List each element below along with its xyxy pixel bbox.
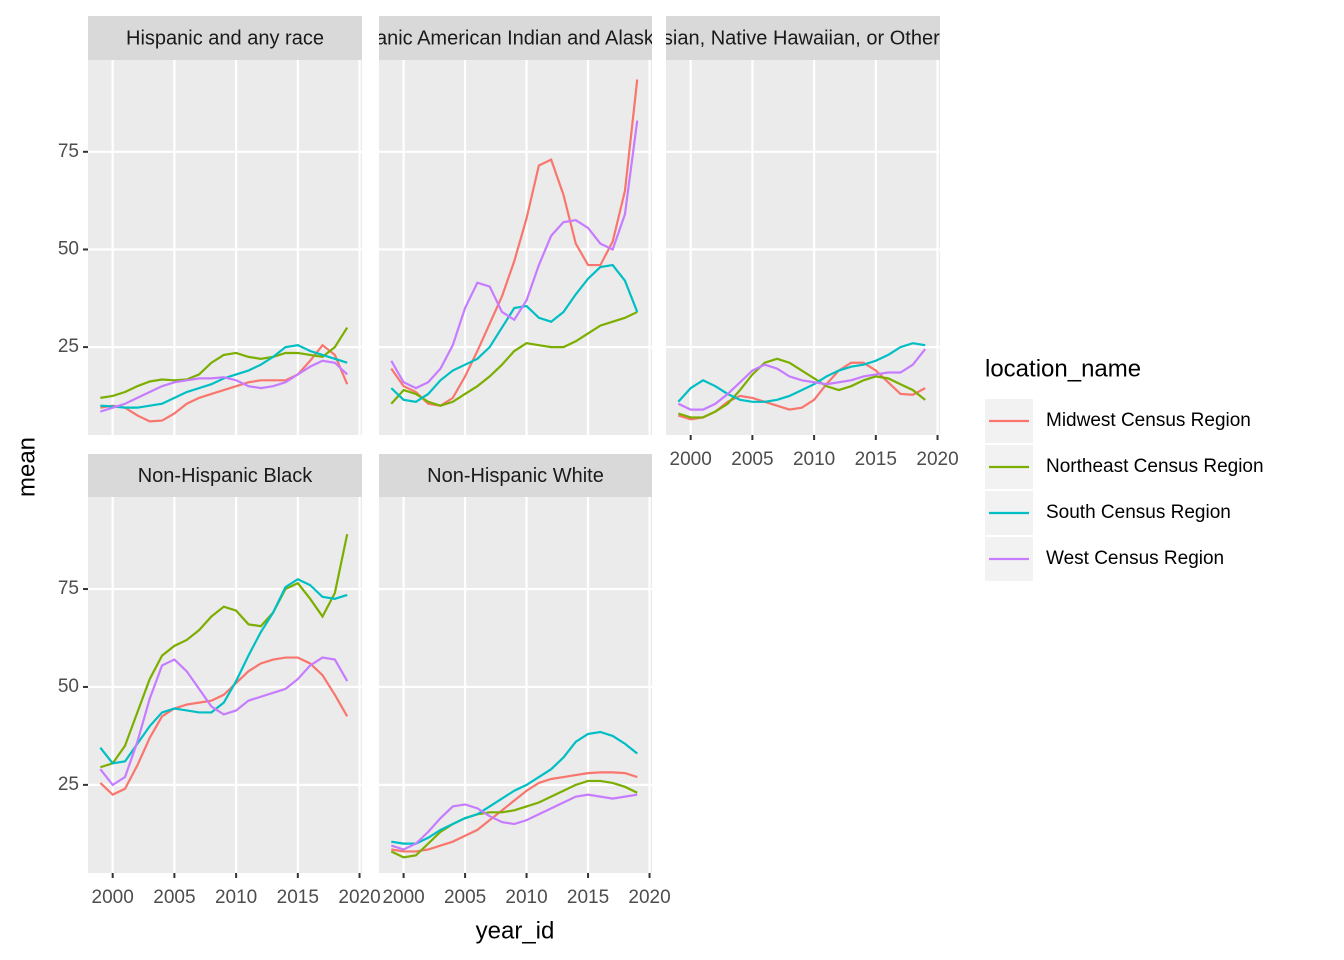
x-tick-label: 2010 <box>215 887 257 908</box>
panel-background <box>666 60 940 435</box>
panel-background <box>88 60 362 435</box>
strip-background <box>379 454 652 497</box>
legend-label: Northeast Census Region <box>1046 456 1264 477</box>
series-line <box>391 771 638 853</box>
strip-title: Non-Hispanic Black <box>138 465 314 487</box>
y-tick-label: 50 <box>58 238 79 259</box>
y-tick-label: 25 <box>58 336 79 357</box>
x-tick-label: 2020 <box>916 449 958 470</box>
y-axis-title: mean <box>13 437 40 497</box>
series-line <box>391 730 638 845</box>
x-tick-label: 2000 <box>92 887 134 908</box>
legend-label: South Census Region <box>1046 502 1231 523</box>
legend-title: location_name <box>985 355 1141 382</box>
x-tick-label: 2015 <box>567 887 609 908</box>
y-tick-label: 50 <box>58 676 79 697</box>
legend-label: Midwest Census Region <box>1046 410 1251 431</box>
series-line <box>390 263 639 403</box>
y-tick-label: 75 <box>58 141 79 162</box>
series-line <box>100 343 349 423</box>
series-line <box>100 359 348 413</box>
x-tick-label: 2015 <box>855 449 897 470</box>
x-tick-label: 2005 <box>731 449 773 470</box>
x-tick-label: 2010 <box>793 449 835 470</box>
strip-title: Non-Hispanic Asian, Native Hawaiian, or … <box>525 27 1081 49</box>
series-line <box>390 310 638 407</box>
strip-title: Non-Hispanic White <box>427 465 604 487</box>
x-axis-title: year_id <box>476 917 555 944</box>
panel-background <box>379 497 652 873</box>
series-line <box>99 656 349 796</box>
series-line <box>678 357 926 419</box>
strip-background <box>88 454 362 497</box>
series-line <box>100 533 349 769</box>
series-line <box>99 656 349 787</box>
y-tick-label: 75 <box>58 578 79 599</box>
x-tick-label: 2020 <box>338 887 380 908</box>
series-line <box>390 779 638 859</box>
series-line <box>100 326 349 399</box>
x-tick-label: 2005 <box>444 887 486 908</box>
series-line <box>99 577 348 765</box>
x-tick-label: 2000 <box>382 887 424 908</box>
x-tick-label: 2020 <box>628 887 670 908</box>
series-line <box>390 120 639 390</box>
series-line <box>677 348 927 411</box>
strip-background <box>666 16 940 60</box>
panel-background <box>88 497 362 873</box>
legend-label: West Census Region <box>1046 548 1224 569</box>
strip-title: Non-Hispanic American Indian and Alaskan… <box>293 27 739 49</box>
y-tick-label: 25 <box>58 774 79 795</box>
x-tick-label: 2015 <box>277 887 319 908</box>
x-tick-label: 2010 <box>505 887 547 908</box>
x-tick-label: 2005 <box>153 887 195 908</box>
series-line <box>100 344 348 409</box>
x-tick-label: 2000 <box>670 449 712 470</box>
strip-title: Hispanic and any race <box>126 27 324 49</box>
series-line <box>390 793 638 851</box>
strip-background <box>88 16 362 60</box>
series-line <box>390 79 639 407</box>
strip-background <box>379 16 652 60</box>
series-line <box>677 342 926 403</box>
